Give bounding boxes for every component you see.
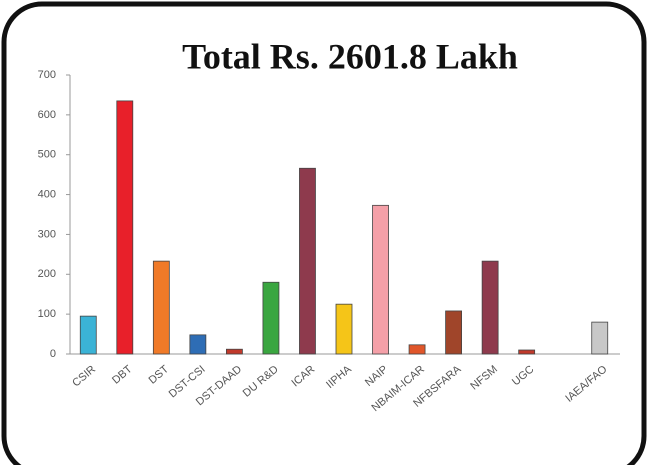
y-tick-label: 700 [38,69,56,81]
bar [79,315,97,355]
bar [225,348,243,355]
y-tick-label: 100 [38,308,56,320]
chart-title: Total Rs. 2601.8 Lakh [182,36,518,76]
y-tick-label: 600 [38,109,56,121]
bar [152,260,170,355]
y-tick-label: 400 [38,188,56,200]
bar [335,303,353,355]
y-tick-label: 300 [38,228,56,240]
bar [518,349,536,355]
y-tick-label: 500 [38,149,56,161]
bar [116,100,134,355]
bar [262,281,280,355]
y-tick-label: 0 [50,348,56,360]
bar [445,310,463,355]
bar [372,204,389,355]
y-tick-label: 200 [38,268,56,280]
bar [591,321,609,355]
bar [481,260,499,355]
bar [299,167,316,355]
bar [408,344,426,355]
bar [189,334,207,355]
